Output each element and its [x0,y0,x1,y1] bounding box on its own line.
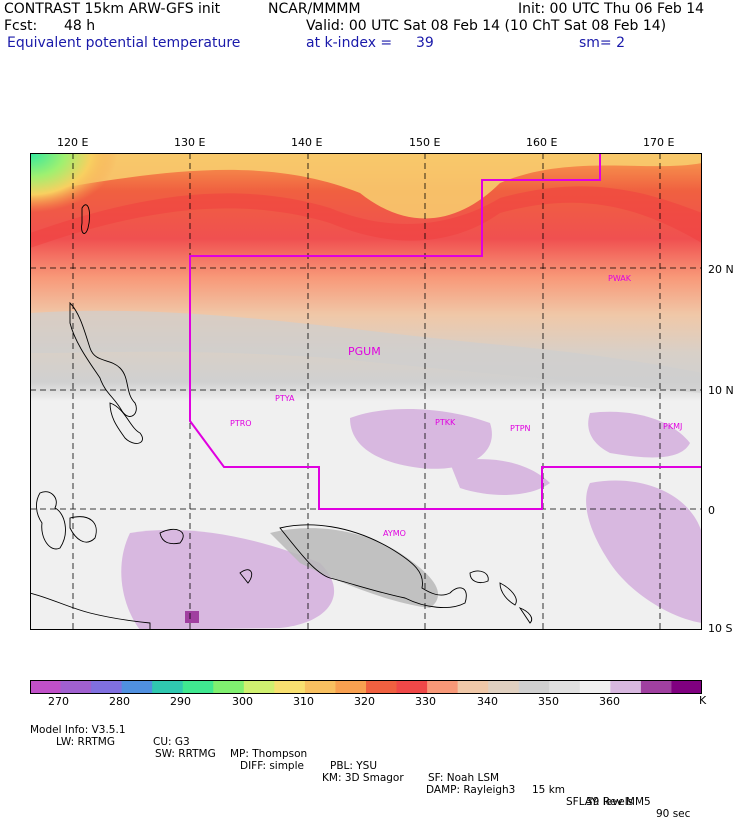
colorbar-cell [671,680,702,694]
colorbar-label-280: 280 [109,695,130,708]
colorbar-cell [243,680,275,694]
colorbar-label-320: 320 [354,695,375,708]
colorbar-label-300: 300 [232,695,253,708]
lon-label-150: 150 E [409,136,441,149]
purple-dark-spot [185,611,199,623]
smooth-label: sm= 2 [579,35,626,51]
colorbar-cell [610,680,642,694]
colorbar-cell [396,680,428,694]
lon-label-130: 130 E [174,136,206,149]
colorbar-cell [640,680,672,694]
terrain-highland [270,528,439,608]
info-sflay: SFLAY: Rev MM5 [566,796,651,808]
purple-patch-4 [121,529,335,630]
colorbar-cell [518,680,550,694]
lon-label-120: 120 E [57,136,89,149]
colorbar-cell [366,680,398,694]
info-cu: CU: G3 [153,736,190,748]
station-pgum: PGUM [348,345,381,358]
level-label: at k-index = [306,35,393,51]
colorbar-cell [335,680,367,694]
colorbar-cell [488,680,520,694]
colorbar-cell [457,680,489,694]
info-diff: DIFF: simple [240,760,304,772]
model-title: CONTRAST 15km ARW-GFS init [4,1,221,17]
station-ptro: PTRO [230,419,252,428]
org-label: NCAR/MMMM [268,1,361,17]
lat-label-10s: 10 S [708,622,733,635]
valid-time: Valid: 00 UTC Sat 08 Feb 14 (10 ChT Sat … [306,18,667,34]
info-sf: SF: Noah LSM [428,772,500,784]
grey-band [30,310,702,393]
station-ptkk: PTKK [435,418,456,427]
station-labels: PGUM PWAK PTYA PTRO PTKK PTPN PKMJ AYMO [230,274,682,538]
lon-label-160: 160 E [526,136,558,149]
colorbar-unit: K [699,694,707,707]
info-damp: DAMP: Rayleigh3 [426,784,516,796]
fcst-value: 48 h [64,18,96,34]
info-line-2: LW: RRTMG SW: RRTMG DIFF: simple KM: 3D … [30,724,651,808]
colorbar-label-290: 290 [170,695,191,708]
colorbar-cell [427,680,459,694]
lat-label-0: 0 [708,504,715,517]
lat-label-20n: 20 N [708,263,734,276]
coastlines [30,204,533,630]
colorbar-label-270: 270 [48,695,69,708]
info-pbl: PBL: YSU [330,760,378,772]
info-lw: LW: RRTMG [56,736,115,748]
colorbar-cell [213,680,245,694]
colorbar-cell [30,680,62,694]
lat-label-10n: 10 N [708,384,734,397]
colorbar [30,680,702,694]
lon-label-140: 140 E [291,136,323,149]
station-aymo: AYMO [383,529,406,538]
field-name: Equivalent potential temperature [7,35,241,51]
colorbar-cell [579,680,611,694]
colorbar-cell [549,680,581,694]
purple-patch-2 [588,411,690,458]
colorbar-cell [152,680,184,694]
level-value: 39 [416,35,434,51]
info-mp: MP: Thompson [230,748,308,760]
info-res: 15 km [532,784,566,796]
colorbar-cell [304,680,336,694]
colorbar-label-350: 350 [538,695,559,708]
station-pwak: PWAK [608,274,632,283]
fcst-label: Fcst: [4,18,38,34]
colorbar-cell [91,680,123,694]
info-sw: SW: RRTMG [155,748,216,760]
init-time: Init: 00 UTC Thu 06 Feb 14 [518,1,705,17]
colorbar-cell [121,680,153,694]
colorbar-cell [60,680,92,694]
station-ptya: PTYA [275,394,295,403]
map-frame [30,153,702,630]
lon-label-170: 170 E [643,136,675,149]
purple-patch-5 [586,480,702,623]
region-boundary [189,153,702,510]
colorbar-label-360: 360 [599,695,620,708]
colorbar-cell [182,680,214,694]
colorbar-label-340: 340 [477,695,498,708]
nw-cold-region [30,153,280,323]
map-panel: PGUM PWAK PTYA PTRO PTKK PTPN PKMJ AYMO [30,153,702,630]
colorbar-label-330: 330 [415,695,436,708]
station-pkmj: PKMJ [663,422,682,431]
colorbar-label-310: 310 [293,695,314,708]
colorbar-cell [274,680,306,694]
purple-patch-3 [450,459,550,495]
purple-patch-1 [350,408,492,469]
info-km: KM: 3D Smagor [322,772,404,784]
info-dt: 90 sec [656,808,691,820]
station-ptpn: PTPN [510,424,531,433]
info-version: Model Info: V3.5.1 [30,724,126,736]
